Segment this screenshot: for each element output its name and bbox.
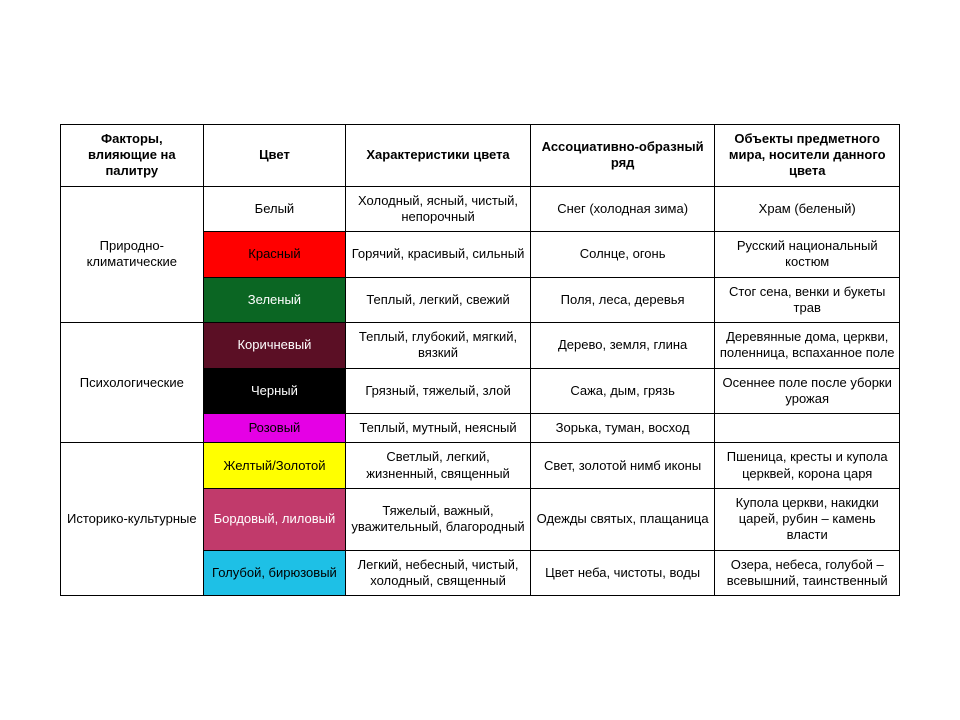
table-header-row: Факторы, влияющие на палитру Цвет Характ… bbox=[61, 124, 900, 186]
table-row: Природно-климатическиеБелыйХолодный, ясн… bbox=[61, 186, 900, 232]
th-color: Цвет bbox=[203, 124, 346, 186]
th-assoc: Ассоциативно-образный ряд bbox=[530, 124, 715, 186]
factor-cell: Психологические bbox=[61, 323, 204, 443]
characteristics-cell: Легкий, небесный, чистый, холодный, свящ… bbox=[346, 550, 531, 596]
table-row: Историко-культурныеЖелтый/ЗолотойСветлый… bbox=[61, 443, 900, 489]
characteristics-cell: Теплый, мутный, неясный bbox=[346, 414, 531, 443]
association-cell: Дерево, земля, глина bbox=[530, 323, 715, 369]
characteristics-cell: Теплый, легкий, свежий bbox=[346, 277, 531, 323]
objects-cell: Купола церкви, накидки царей, рубин – ка… bbox=[715, 488, 900, 550]
factor-cell: Историко-культурные bbox=[61, 443, 204, 596]
color-cell: Желтый/Золотой bbox=[203, 443, 346, 489]
association-cell: Солнце, огонь bbox=[530, 232, 715, 278]
characteristics-cell: Холодный, ясный, чистый, непорочный bbox=[346, 186, 531, 232]
th-factor: Факторы, влияющие на палитру bbox=[61, 124, 204, 186]
objects-cell: Озера, небеса, голубой – всевышний, таин… bbox=[715, 550, 900, 596]
characteristics-cell: Горячий, красивый, сильный bbox=[346, 232, 531, 278]
th-char: Характеристики цвета bbox=[346, 124, 531, 186]
color-cell: Черный bbox=[203, 368, 346, 414]
color-cell: Зеленый bbox=[203, 277, 346, 323]
color-cell: Розовый bbox=[203, 414, 346, 443]
th-objects: Объекты предметного мира, носители данно… bbox=[715, 124, 900, 186]
factor-cell: Природно-климатические bbox=[61, 186, 204, 323]
objects-cell: Осеннее поле после уборки урожая bbox=[715, 368, 900, 414]
objects-cell: Деревянные дома, церкви, поленница, вспа… bbox=[715, 323, 900, 369]
characteristics-cell: Теплый, глубокий, мягкий, вязкий bbox=[346, 323, 531, 369]
characteristics-cell: Светлый, легкий, жизненный, священный bbox=[346, 443, 531, 489]
characteristics-cell: Грязный, тяжелый, злой bbox=[346, 368, 531, 414]
color-cell: Бордовый, лиловый bbox=[203, 488, 346, 550]
association-cell: Снег (холодная зима) bbox=[530, 186, 715, 232]
color-cell: Голубой, бирюзовый bbox=[203, 550, 346, 596]
table-row: ПсихологическиеКоричневыйТеплый, глубоки… bbox=[61, 323, 900, 369]
association-cell: Цвет неба, чистоты, воды bbox=[530, 550, 715, 596]
objects-cell bbox=[715, 414, 900, 443]
objects-cell: Русский национальный костюм bbox=[715, 232, 900, 278]
color-cell: Белый bbox=[203, 186, 346, 232]
association-cell: Зорька, туман, восход bbox=[530, 414, 715, 443]
objects-cell: Храм (беленый) bbox=[715, 186, 900, 232]
color-cell: Красный bbox=[203, 232, 346, 278]
characteristics-cell: Тяжелый, важный, уважительный, благородн… bbox=[346, 488, 531, 550]
association-cell: Поля, леса, деревья bbox=[530, 277, 715, 323]
objects-cell: Стог сена, венки и букеты трав bbox=[715, 277, 900, 323]
association-cell: Одежды святых, плащаница bbox=[530, 488, 715, 550]
association-cell: Сажа, дым, грязь bbox=[530, 368, 715, 414]
objects-cell: Пшеница, кресты и купола церквей, корона… bbox=[715, 443, 900, 489]
color-factors-table: Факторы, влияющие на палитру Цвет Характ… bbox=[60, 124, 900, 596]
association-cell: Свет, золотой нимб иконы bbox=[530, 443, 715, 489]
table-container: Факторы, влияющие на палитру Цвет Характ… bbox=[60, 124, 900, 596]
color-cell: Коричневый bbox=[203, 323, 346, 369]
